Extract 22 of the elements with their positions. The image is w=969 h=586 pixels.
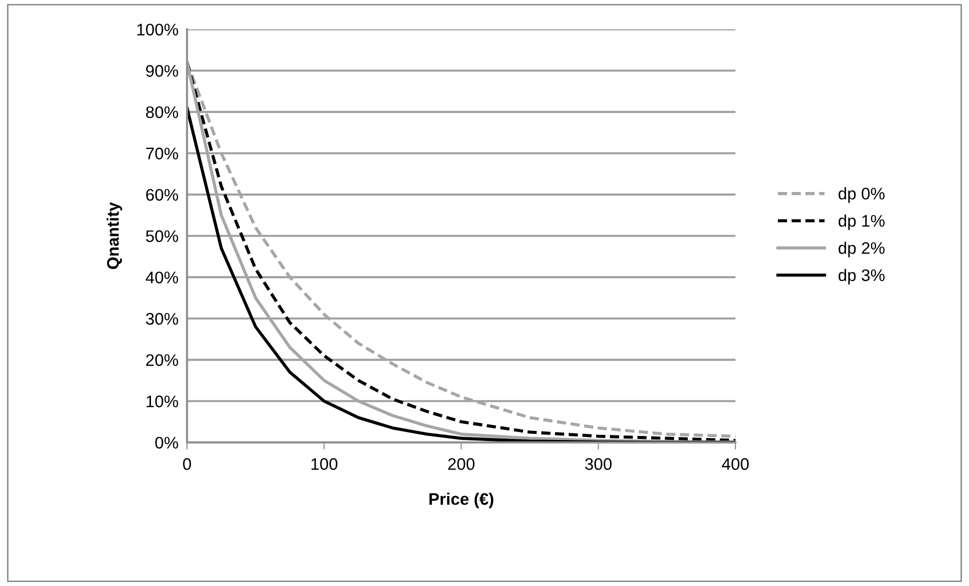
y-tick-label: 0%: [155, 436, 178, 449]
y-tick-label: 100%: [137, 24, 178, 36]
legend-label: dp 2%: [838, 242, 885, 258]
legend-label: dp 1%: [838, 214, 885, 230]
y-tick-label: 50%: [146, 230, 178, 242]
y-tick-label: 70%: [146, 148, 178, 160]
y-tick-label: 60%: [146, 188, 178, 201]
x-tick-label: 100: [312, 458, 338, 470]
y-tick-label: 10%: [146, 396, 178, 408]
x-axis-title: Price (€): [429, 492, 494, 508]
y-tick-label: 80%: [146, 106, 178, 118]
y-tick-label: 90%: [146, 65, 178, 77]
legend-label: dp 3%: [838, 268, 885, 284]
x-tick-label: 400: [722, 458, 749, 470]
legend-label: dp 0%: [838, 187, 885, 203]
x-tick-label: 200: [448, 458, 474, 470]
y-tick-label: 40%: [146, 272, 178, 284]
x-tick-label: 0: [183, 458, 191, 470]
x-tick-label: 300: [585, 458, 612, 470]
y-axis-title: Qnantity: [106, 202, 122, 269]
y-tick-label: 20%: [146, 354, 178, 366]
y-tick-label: 30%: [146, 312, 178, 325]
